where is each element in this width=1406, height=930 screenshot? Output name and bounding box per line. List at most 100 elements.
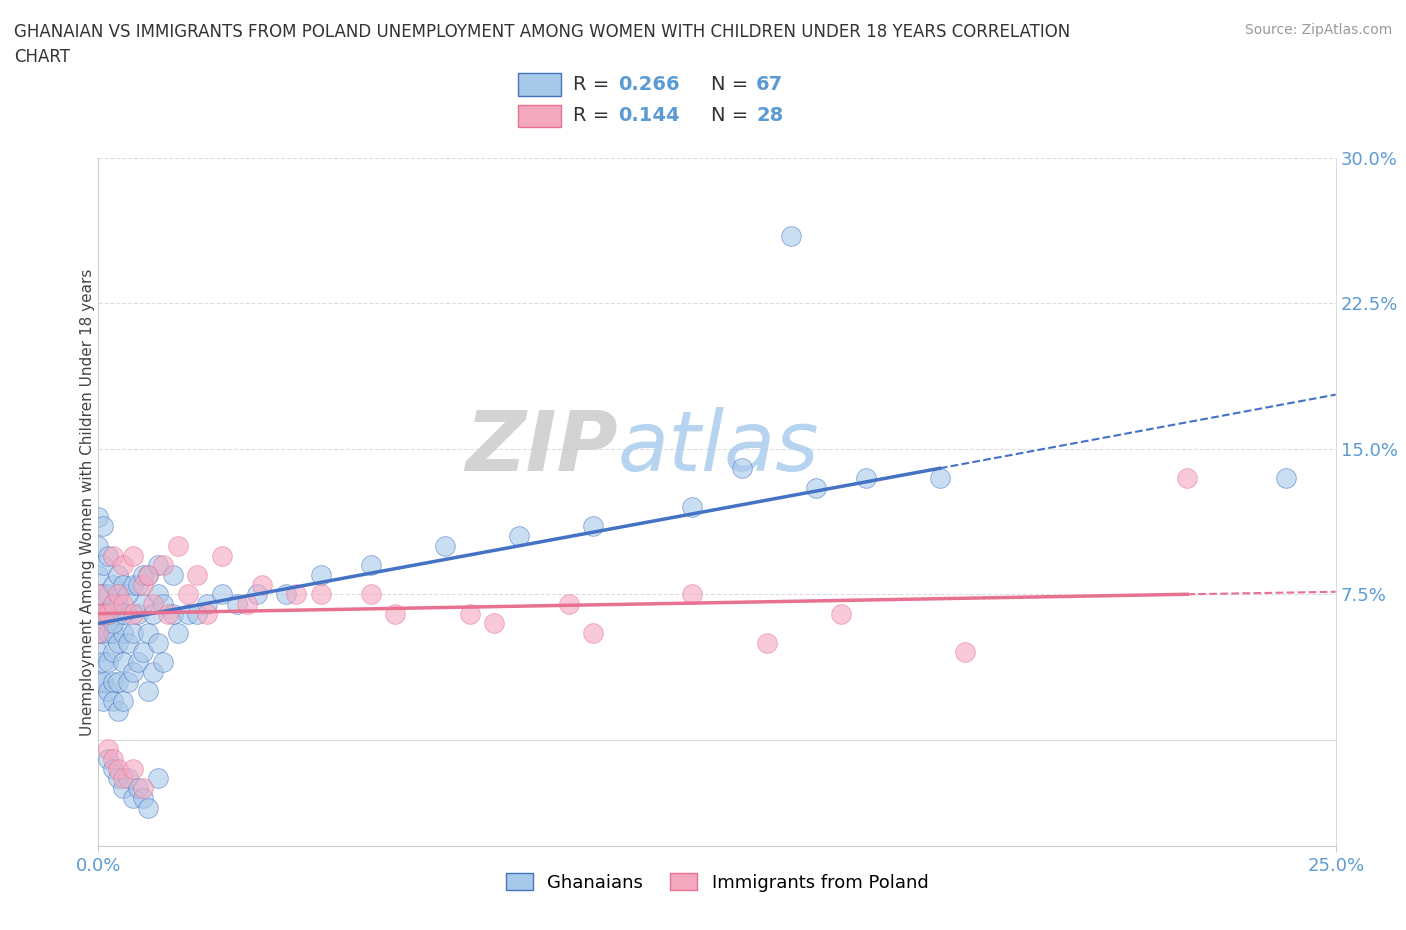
Point bbox=[152, 596, 174, 611]
Point bbox=[87, 626, 110, 641]
Bar bbox=[517, 105, 561, 127]
Point bbox=[112, 655, 135, 670]
Point bbox=[484, 616, 506, 631]
Point bbox=[127, 655, 149, 670]
Point bbox=[112, 558, 135, 573]
Point bbox=[211, 548, 233, 563]
Point bbox=[93, 558, 115, 573]
Point bbox=[112, 771, 135, 786]
Point bbox=[309, 567, 332, 582]
Point bbox=[97, 684, 120, 698]
Point bbox=[152, 558, 174, 573]
Point bbox=[103, 762, 125, 777]
Point bbox=[136, 567, 159, 582]
Point bbox=[1175, 471, 1198, 485]
Point bbox=[97, 626, 120, 641]
Point bbox=[87, 606, 110, 621]
Point bbox=[928, 471, 950, 485]
Point bbox=[122, 790, 145, 805]
Point bbox=[186, 567, 208, 582]
Point bbox=[250, 578, 273, 592]
Point bbox=[93, 626, 115, 641]
Legend: Ghanaians, Immigrants from Poland: Ghanaians, Immigrants from Poland bbox=[491, 858, 943, 906]
Point bbox=[107, 606, 129, 621]
Point bbox=[117, 771, 139, 786]
Point bbox=[195, 606, 218, 621]
Text: N =: N = bbox=[711, 75, 755, 94]
Point bbox=[127, 578, 149, 592]
Point bbox=[681, 499, 703, 514]
Point bbox=[97, 742, 120, 757]
Point bbox=[855, 471, 877, 485]
Point bbox=[103, 596, 125, 611]
Text: GHANAIAN VS IMMIGRANTS FROM POLAND UNEMPLOYMENT AMONG WOMEN WITH CHILDREN UNDER : GHANAIAN VS IMMIGRANTS FROM POLAND UNEMP… bbox=[14, 23, 1070, 41]
Point bbox=[93, 519, 115, 534]
Point bbox=[122, 762, 145, 777]
Point bbox=[112, 606, 135, 621]
Point bbox=[132, 596, 155, 611]
Point bbox=[97, 655, 120, 670]
Point bbox=[122, 548, 145, 563]
Point bbox=[97, 751, 120, 766]
Point bbox=[146, 587, 169, 602]
Text: CHART: CHART bbox=[14, 48, 70, 66]
Point bbox=[97, 606, 120, 621]
Point bbox=[103, 674, 125, 689]
Point bbox=[107, 771, 129, 786]
Text: N =: N = bbox=[711, 106, 755, 126]
Point bbox=[152, 655, 174, 670]
Point bbox=[87, 567, 110, 582]
Point bbox=[93, 606, 115, 621]
Point bbox=[132, 790, 155, 805]
Point bbox=[162, 606, 184, 621]
Point bbox=[132, 645, 155, 660]
Point bbox=[117, 674, 139, 689]
Point bbox=[360, 558, 382, 573]
Text: 0.144: 0.144 bbox=[619, 106, 681, 126]
Point bbox=[93, 655, 115, 670]
Point bbox=[146, 558, 169, 573]
Point bbox=[112, 780, 135, 795]
Point bbox=[166, 538, 188, 553]
Point bbox=[93, 674, 115, 689]
Point bbox=[103, 578, 125, 592]
Point bbox=[87, 626, 110, 641]
Point bbox=[176, 587, 198, 602]
Point bbox=[136, 626, 159, 641]
Point bbox=[236, 596, 259, 611]
Point bbox=[122, 664, 145, 679]
Point bbox=[103, 548, 125, 563]
Point bbox=[87, 606, 110, 621]
Point bbox=[97, 548, 120, 563]
Point bbox=[557, 596, 579, 611]
Point bbox=[681, 587, 703, 602]
Point bbox=[384, 606, 406, 621]
Point bbox=[830, 606, 852, 621]
Point bbox=[107, 567, 129, 582]
Point bbox=[458, 606, 481, 621]
Point bbox=[285, 587, 308, 602]
Point bbox=[309, 587, 332, 602]
Point bbox=[804, 480, 827, 495]
Point bbox=[226, 596, 249, 611]
Point bbox=[136, 800, 159, 815]
Text: 28: 28 bbox=[756, 106, 783, 126]
Point bbox=[107, 762, 129, 777]
Point bbox=[433, 538, 456, 553]
Point bbox=[87, 674, 110, 689]
Point bbox=[146, 635, 169, 650]
Point bbox=[176, 606, 198, 621]
Point bbox=[780, 228, 803, 243]
Point bbox=[107, 596, 129, 611]
Point bbox=[211, 587, 233, 602]
Point bbox=[136, 684, 159, 698]
Point bbox=[103, 616, 125, 631]
Point bbox=[107, 703, 129, 718]
Text: ZIP: ZIP bbox=[465, 406, 619, 487]
Point bbox=[117, 587, 139, 602]
Point bbox=[122, 626, 145, 641]
Point bbox=[87, 538, 110, 553]
Text: R =: R = bbox=[574, 106, 616, 126]
Point bbox=[582, 626, 605, 641]
Bar bbox=[517, 73, 561, 96]
